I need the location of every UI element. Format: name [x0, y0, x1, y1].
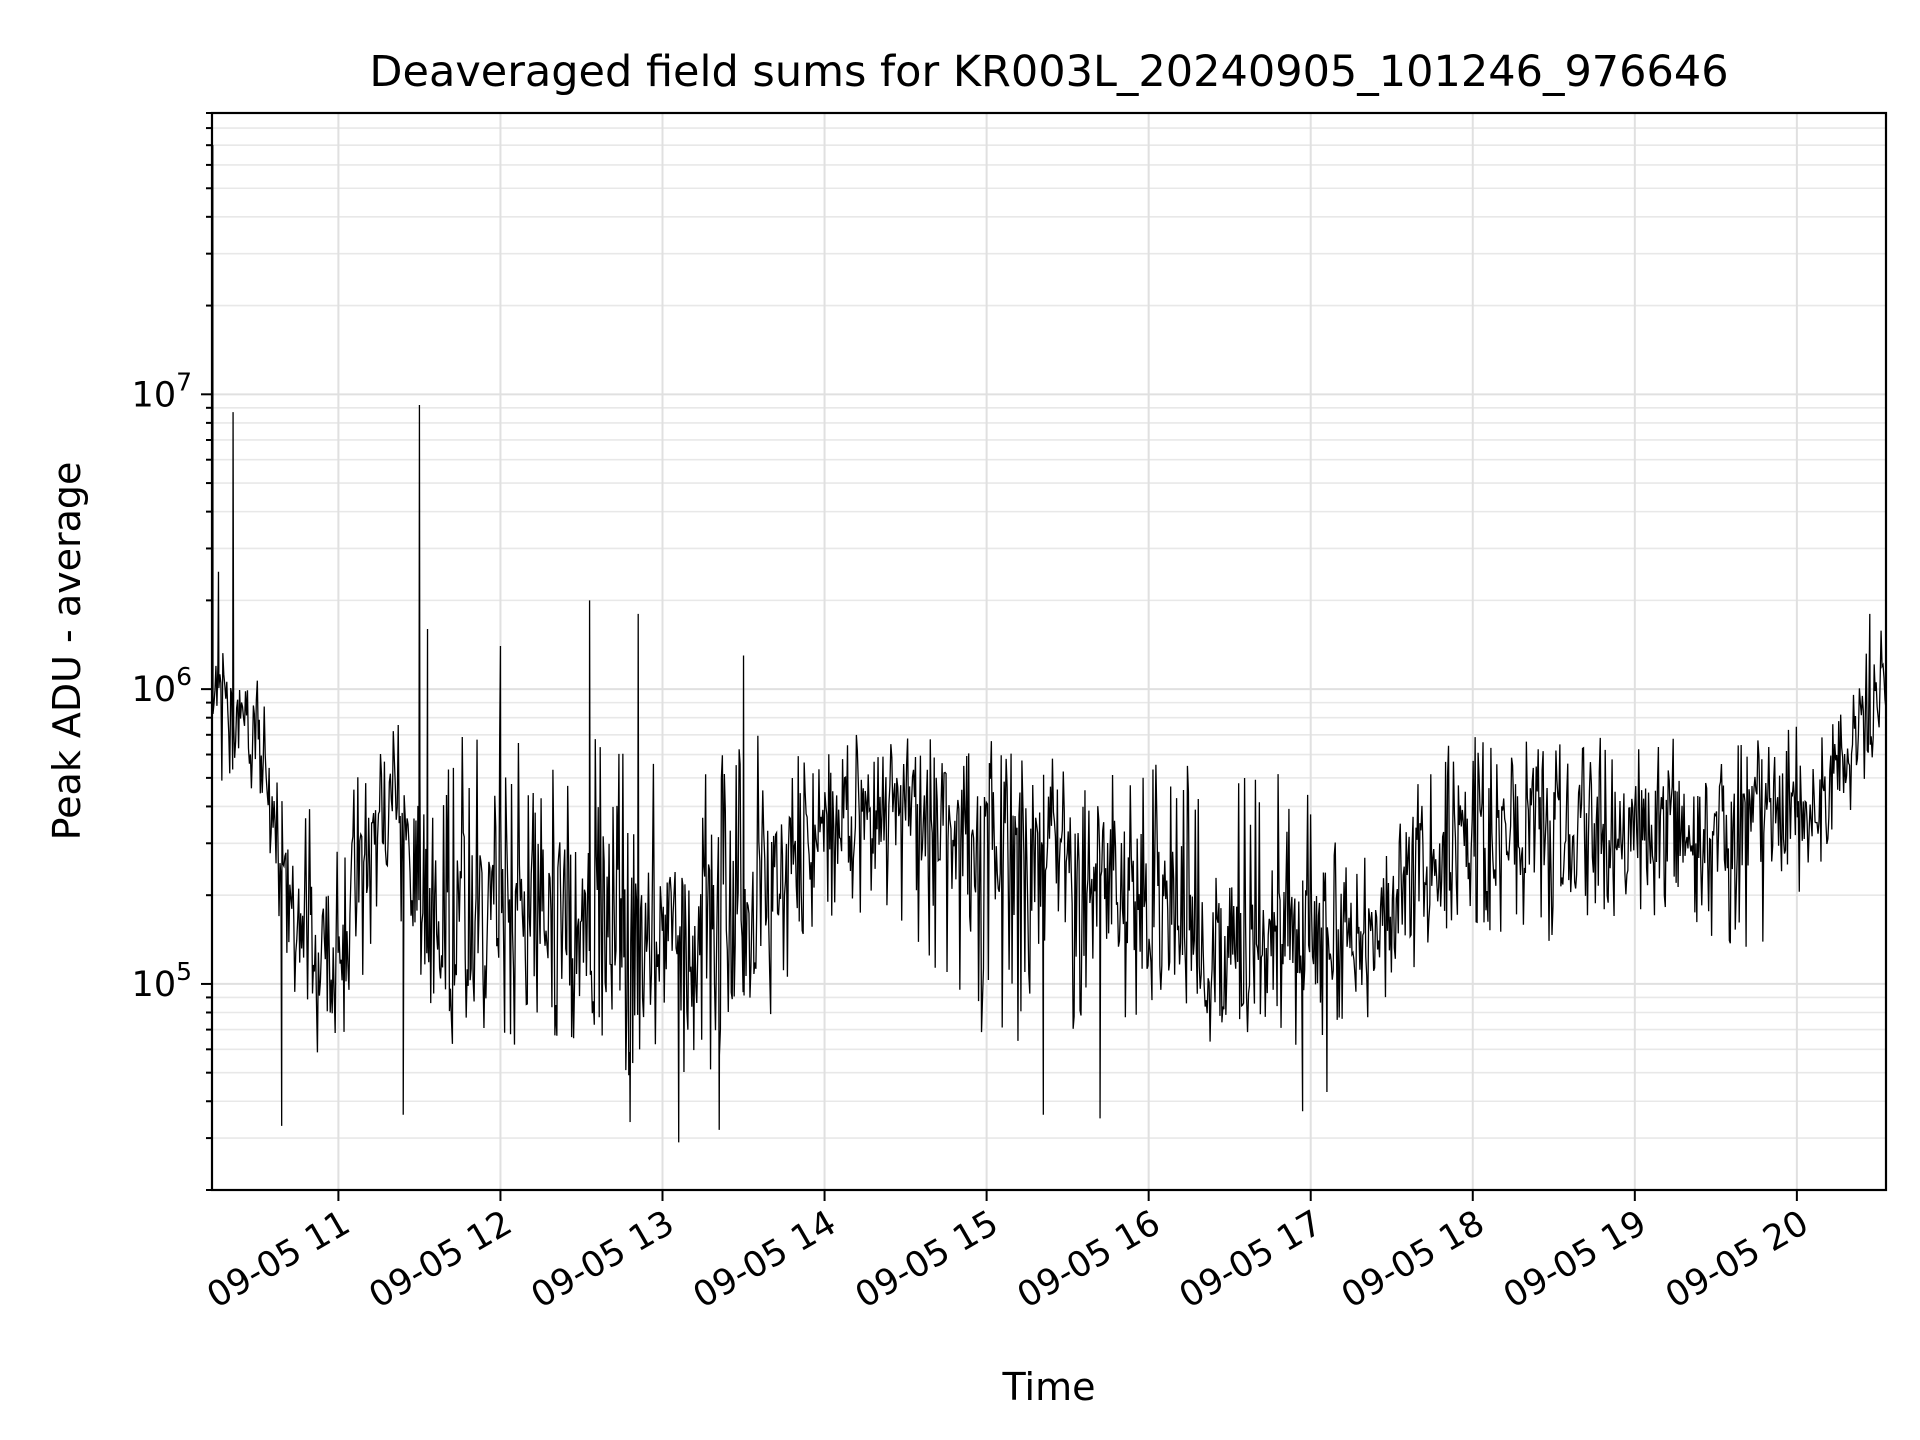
series-layer [212, 145, 1886, 1143]
y-tick-label: 105 [132, 957, 192, 1005]
x-axis-label: Time [1002, 1365, 1096, 1409]
y-axis-label: Peak ADU - average [45, 462, 89, 841]
y-tick-label: 106 [132, 662, 192, 710]
y-tick-label: 107 [132, 367, 192, 415]
chart-title: Deaveraged field sums for KR003L_2024090… [369, 47, 1728, 97]
series-line [212, 145, 1886, 1143]
plot-frame [210, 111, 1888, 1192]
